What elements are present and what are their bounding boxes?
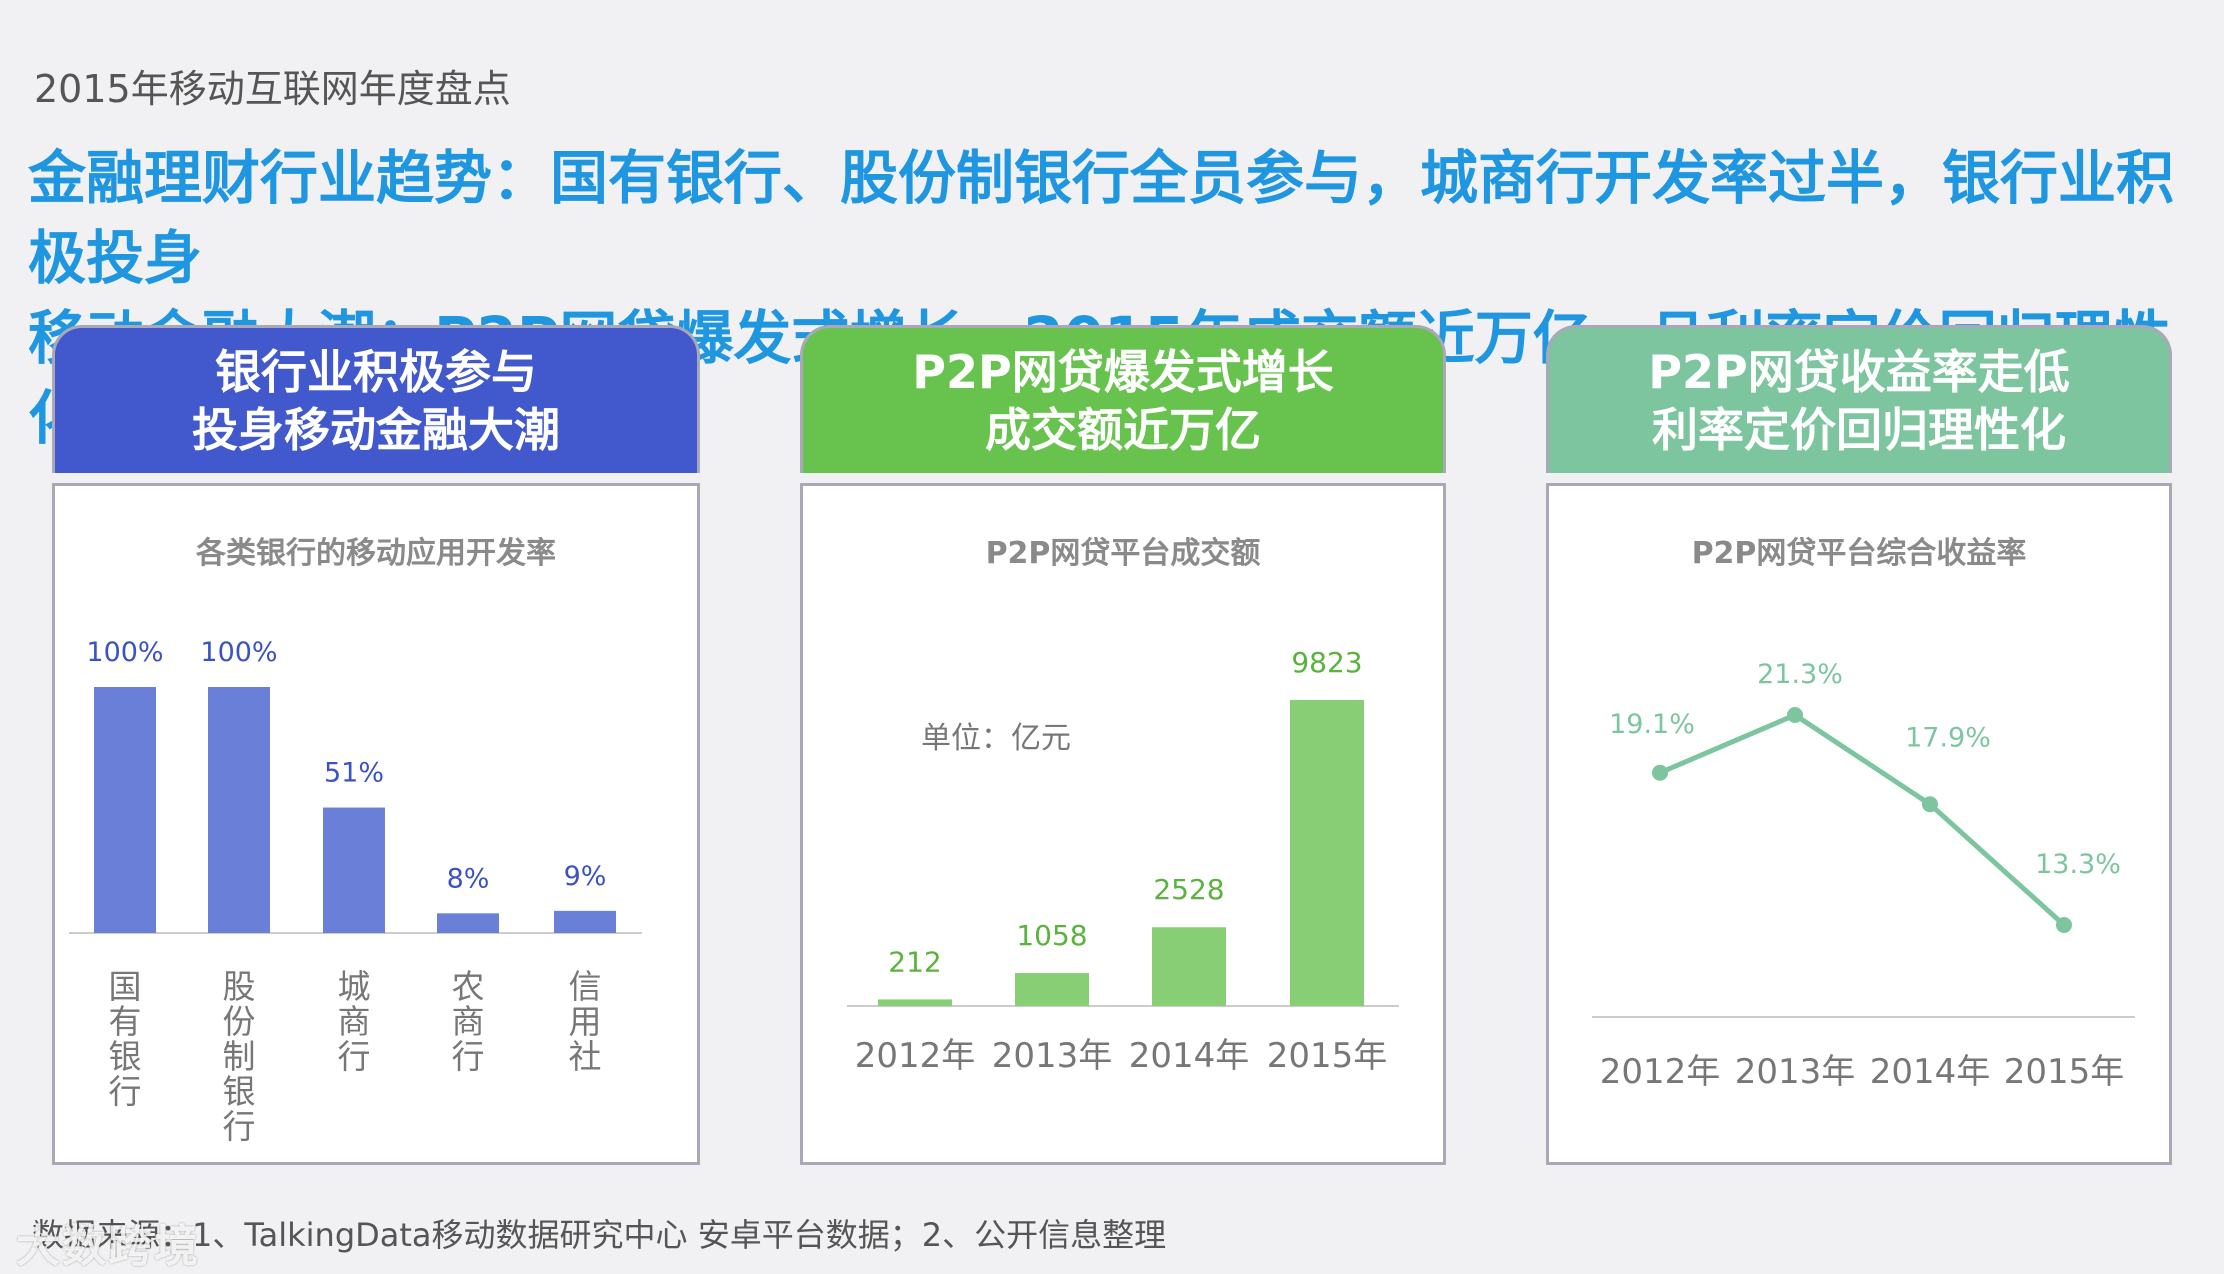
bank-bar-chart: 100% 国有银行 100% 股份制银行 51% 城商行 8% 农商行 9% 信用社 [69,637,642,1146]
bank-bar [437,913,499,933]
yield-point-label: 19.1% [1609,709,1695,740]
data-source-note: 数据来源：1、TalkingData移动数据研究中心 安卓平台数据；2、公开信息… [32,1216,1167,1254]
volume-bar [1152,927,1226,1006]
bank-bar-label: 100% [86,637,163,668]
bank-category-label: 国有银行 [109,967,142,1111]
yield-line-chart: 19.1% 2012年 21.3% 2013年 17.9% 2014年 13.3% 2015年 [1592,659,2135,1092]
volume-bar-label: 1058 [1016,919,1087,952]
bank-bar-label: 8% [447,863,490,894]
volume-bar [1290,700,1364,1006]
volume-chart-title: P2P网贷平台成交额 [985,536,1261,571]
card-bank-title-2: 投身移动金融大潮 [192,402,560,457]
card-p2p-yield-body: P2P网贷平台综合收益率 19.1% 2012年 21.3% 2013年 17.9% 20… [1546,483,2172,1165]
report-header: 2015年移动互联网年度盘点 [34,67,511,111]
bank-bar [323,807,385,933]
volume-category-label: 2015年 [1267,1036,1388,1076]
volume-bar [1015,973,1089,1006]
volume-bar-label: 9823 [1291,646,1362,679]
yield-point [1787,707,1803,723]
card-bank-body: 各类银行的移动应用开发率 100% 国有银行 100% 股份制银行 51% 城商行 8% 农商… [52,483,700,1165]
yield-category-label: 2014年 [1870,1052,1991,1092]
card-bank-title-1: 银行业积极参与 [215,344,537,399]
yield-category-label: 2012年 [1600,1052,1721,1092]
yield-point-label: 21.3% [1757,659,1843,690]
bank-bar [208,687,270,933]
card-p2p-volume-header: P2P网贷爆发式增长 成交额近万亿 [800,325,1446,473]
yield-point [1652,764,1668,781]
bank-category-label: 农商行 [452,967,485,1076]
bank-category-label: 城商行 [338,967,371,1076]
yield-category-label: 2013年 [1735,1052,1856,1092]
bank-bar-label: 51% [324,758,384,789]
card-p2p-yield-title-2: 利率定价回归理性化 [1652,402,2066,457]
yield-point-label: 17.9% [1905,722,1991,753]
bank-bar [554,910,616,933]
yield-point [2056,917,2072,933]
volume-category-label: 2013年 [992,1036,1113,1076]
volume-unit-label: 单位：亿元 [921,721,1071,756]
card-p2p-yield-header: P2P网贷收益率走低 利率定价回归理性化 [1546,325,2172,473]
card-p2p-volume-body: P2P网贷平台成交额 单位：亿元 212 2012年 1058 2013年 2528 201… [800,483,1446,1165]
card-p2p-volume-title-2: 成交额近万亿 [985,402,1261,457]
yield-series-line [1659,712,2066,927]
bank-category-label: 信用社 [569,967,602,1076]
yield-point-label: 13.3% [2035,849,2121,880]
yield-chart-title: P2P网贷平台综合收益率 [1691,536,2027,571]
volume-bar-chart: 单位：亿元 212 2012年 1058 2013年 2528 2014年 9823 2015年 [847,646,1399,1076]
watermark-logo: 大数跨境 [16,1221,200,1272]
volume-bar-label: 2528 [1153,873,1224,906]
bank-bar-label: 9% [564,861,607,892]
bank-chart-title: 各类银行的移动应用开发率 [196,536,556,571]
bank-category-label: 股份制银行 [223,967,256,1146]
bank-bar-label: 100% [200,637,277,668]
volume-category-label: 2012年 [855,1036,976,1076]
card-bank-header: 银行业积极参与 投身移动金融大潮 [52,325,700,473]
volume-category-label: 2014年 [1129,1036,1250,1076]
yield-point [1922,796,1938,813]
yield-category-label: 2015年 [2004,1052,2125,1092]
volume-bar-label: 212 [888,945,941,978]
card-p2p-volume-title-1: P2P网贷爆发式增长 [912,344,1334,399]
headline-line-1: 金融理财行业趋势：国有银行、股份制银行全员参与，城商行开发率过半，银行业积极投身 [28,144,2175,292]
card-p2p-yield-title-1: P2P网贷收益率走低 [1648,344,2070,399]
volume-bar [878,999,952,1006]
bank-bar [94,687,156,933]
